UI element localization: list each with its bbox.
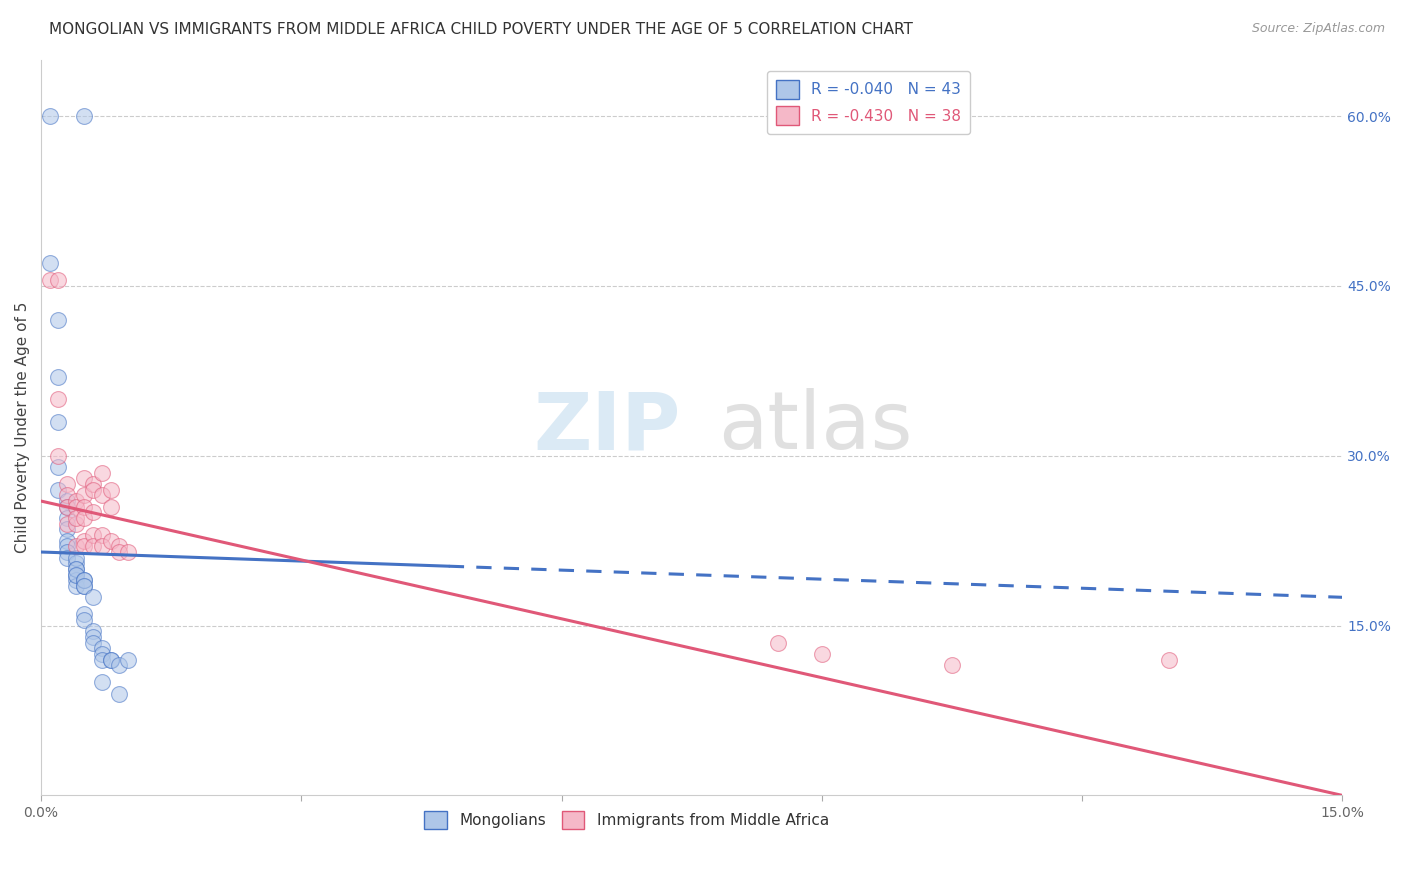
Point xyxy=(90,528,112,542)
Point xyxy=(73,488,96,502)
Point xyxy=(65,562,87,576)
Point xyxy=(90,466,112,480)
Point xyxy=(73,579,96,593)
Point xyxy=(82,540,104,554)
Point xyxy=(48,273,70,287)
Text: atlas: atlas xyxy=(718,389,912,467)
Point xyxy=(73,109,96,123)
Point xyxy=(48,313,70,327)
Point xyxy=(90,641,112,656)
Point xyxy=(65,540,87,554)
Point xyxy=(1157,652,1180,666)
Point xyxy=(82,624,104,639)
Point xyxy=(82,505,104,519)
Point xyxy=(100,652,122,666)
Point xyxy=(73,471,96,485)
Point xyxy=(48,449,70,463)
Point xyxy=(56,494,79,508)
Point xyxy=(73,533,96,548)
Point xyxy=(56,500,79,514)
Point xyxy=(65,494,87,508)
Point xyxy=(90,540,112,554)
Point xyxy=(56,488,79,502)
Point xyxy=(65,579,87,593)
Point xyxy=(108,658,131,673)
Point xyxy=(65,557,87,571)
Point xyxy=(48,415,70,429)
Point xyxy=(73,613,96,627)
Point xyxy=(117,545,139,559)
Point xyxy=(56,511,79,525)
Point xyxy=(48,369,70,384)
Point xyxy=(73,574,96,588)
Point xyxy=(56,533,79,548)
Point xyxy=(65,550,87,565)
Point xyxy=(56,500,79,514)
Point xyxy=(65,567,87,582)
Point xyxy=(108,545,131,559)
Point xyxy=(73,511,96,525)
Point xyxy=(56,550,79,565)
Point xyxy=(48,392,70,407)
Point xyxy=(82,630,104,644)
Point xyxy=(65,511,87,525)
Point xyxy=(117,652,139,666)
Point xyxy=(768,635,790,649)
Y-axis label: Child Poverty Under the Age of 5: Child Poverty Under the Age of 5 xyxy=(15,301,30,553)
Point xyxy=(56,516,79,531)
Point xyxy=(941,658,963,673)
Point xyxy=(38,273,60,287)
Point xyxy=(100,533,122,548)
Point xyxy=(48,460,70,475)
Point xyxy=(90,488,112,502)
Point xyxy=(38,109,60,123)
Point xyxy=(73,607,96,622)
Legend: Mongolians, Immigrants from Middle Africa: Mongolians, Immigrants from Middle Afric… xyxy=(418,805,835,836)
Text: ZIP: ZIP xyxy=(533,389,681,467)
Point xyxy=(82,477,104,491)
Point xyxy=(100,652,122,666)
Point xyxy=(65,516,87,531)
Point xyxy=(56,522,79,536)
Point xyxy=(73,574,96,588)
Text: Source: ZipAtlas.com: Source: ZipAtlas.com xyxy=(1251,22,1385,36)
Point xyxy=(90,647,112,661)
Point xyxy=(810,647,832,661)
Point xyxy=(100,500,122,514)
Point xyxy=(82,483,104,497)
Point xyxy=(82,591,104,605)
Point xyxy=(65,500,87,514)
Point xyxy=(56,477,79,491)
Point xyxy=(90,675,112,690)
Point xyxy=(73,500,96,514)
Point xyxy=(56,545,79,559)
Point xyxy=(65,562,87,576)
Point xyxy=(65,574,87,588)
Point xyxy=(48,483,70,497)
Point xyxy=(90,652,112,666)
Point xyxy=(100,483,122,497)
Point xyxy=(38,256,60,270)
Point xyxy=(56,540,79,554)
Point xyxy=(82,635,104,649)
Point xyxy=(65,567,87,582)
Point xyxy=(108,540,131,554)
Text: MONGOLIAN VS IMMIGRANTS FROM MIDDLE AFRICA CHILD POVERTY UNDER THE AGE OF 5 CORR: MONGOLIAN VS IMMIGRANTS FROM MIDDLE AFRI… xyxy=(49,22,912,37)
Point xyxy=(108,686,131,700)
Point xyxy=(73,579,96,593)
Point xyxy=(82,528,104,542)
Point xyxy=(73,540,96,554)
